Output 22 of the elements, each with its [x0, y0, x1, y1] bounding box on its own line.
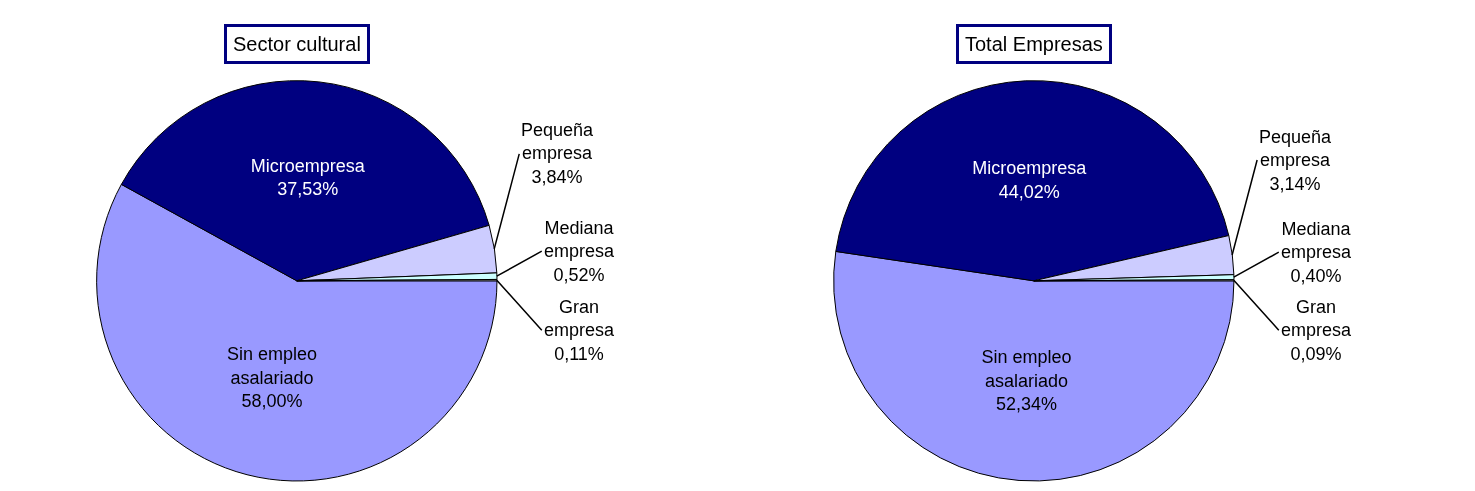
slice-label: Mediana empresa: [544, 218, 616, 262]
data-label: 0,11%: [554, 343, 604, 364]
data-label: 0,52%: [553, 264, 605, 285]
slice-label: Sin empleo asalariado: [981, 347, 1072, 391]
data-label: 0,40%: [1290, 265, 1342, 286]
data-label: 3,14%: [1269, 173, 1321, 194]
data-label: 52,34%: [995, 394, 1057, 415]
slice-label: Pequeña empresa: [521, 120, 595, 164]
data-label: 37,53%: [277, 179, 339, 200]
slice-label: Gran empresa: [1281, 297, 1353, 341]
data-label: 58,00%: [241, 391, 303, 412]
chart-title: Sector cultural: [233, 33, 361, 55]
slice-label: Microempresa: [972, 158, 1088, 179]
data-label: 0,09%: [1290, 343, 1342, 364]
data-label: 44,02%: [998, 181, 1060, 202]
chart-title: Total Empresas: [965, 33, 1103, 55]
slice-label: Gran empresa: [544, 297, 616, 341]
data-label: 3,84%: [531, 166, 583, 187]
slice-label: Microempresa: [250, 155, 366, 176]
slice-label: Sin empleo asalariado: [226, 344, 317, 388]
slice-label: Pequeña empresa: [1259, 127, 1333, 171]
slice-label: Mediana empresa: [1281, 219, 1353, 263]
